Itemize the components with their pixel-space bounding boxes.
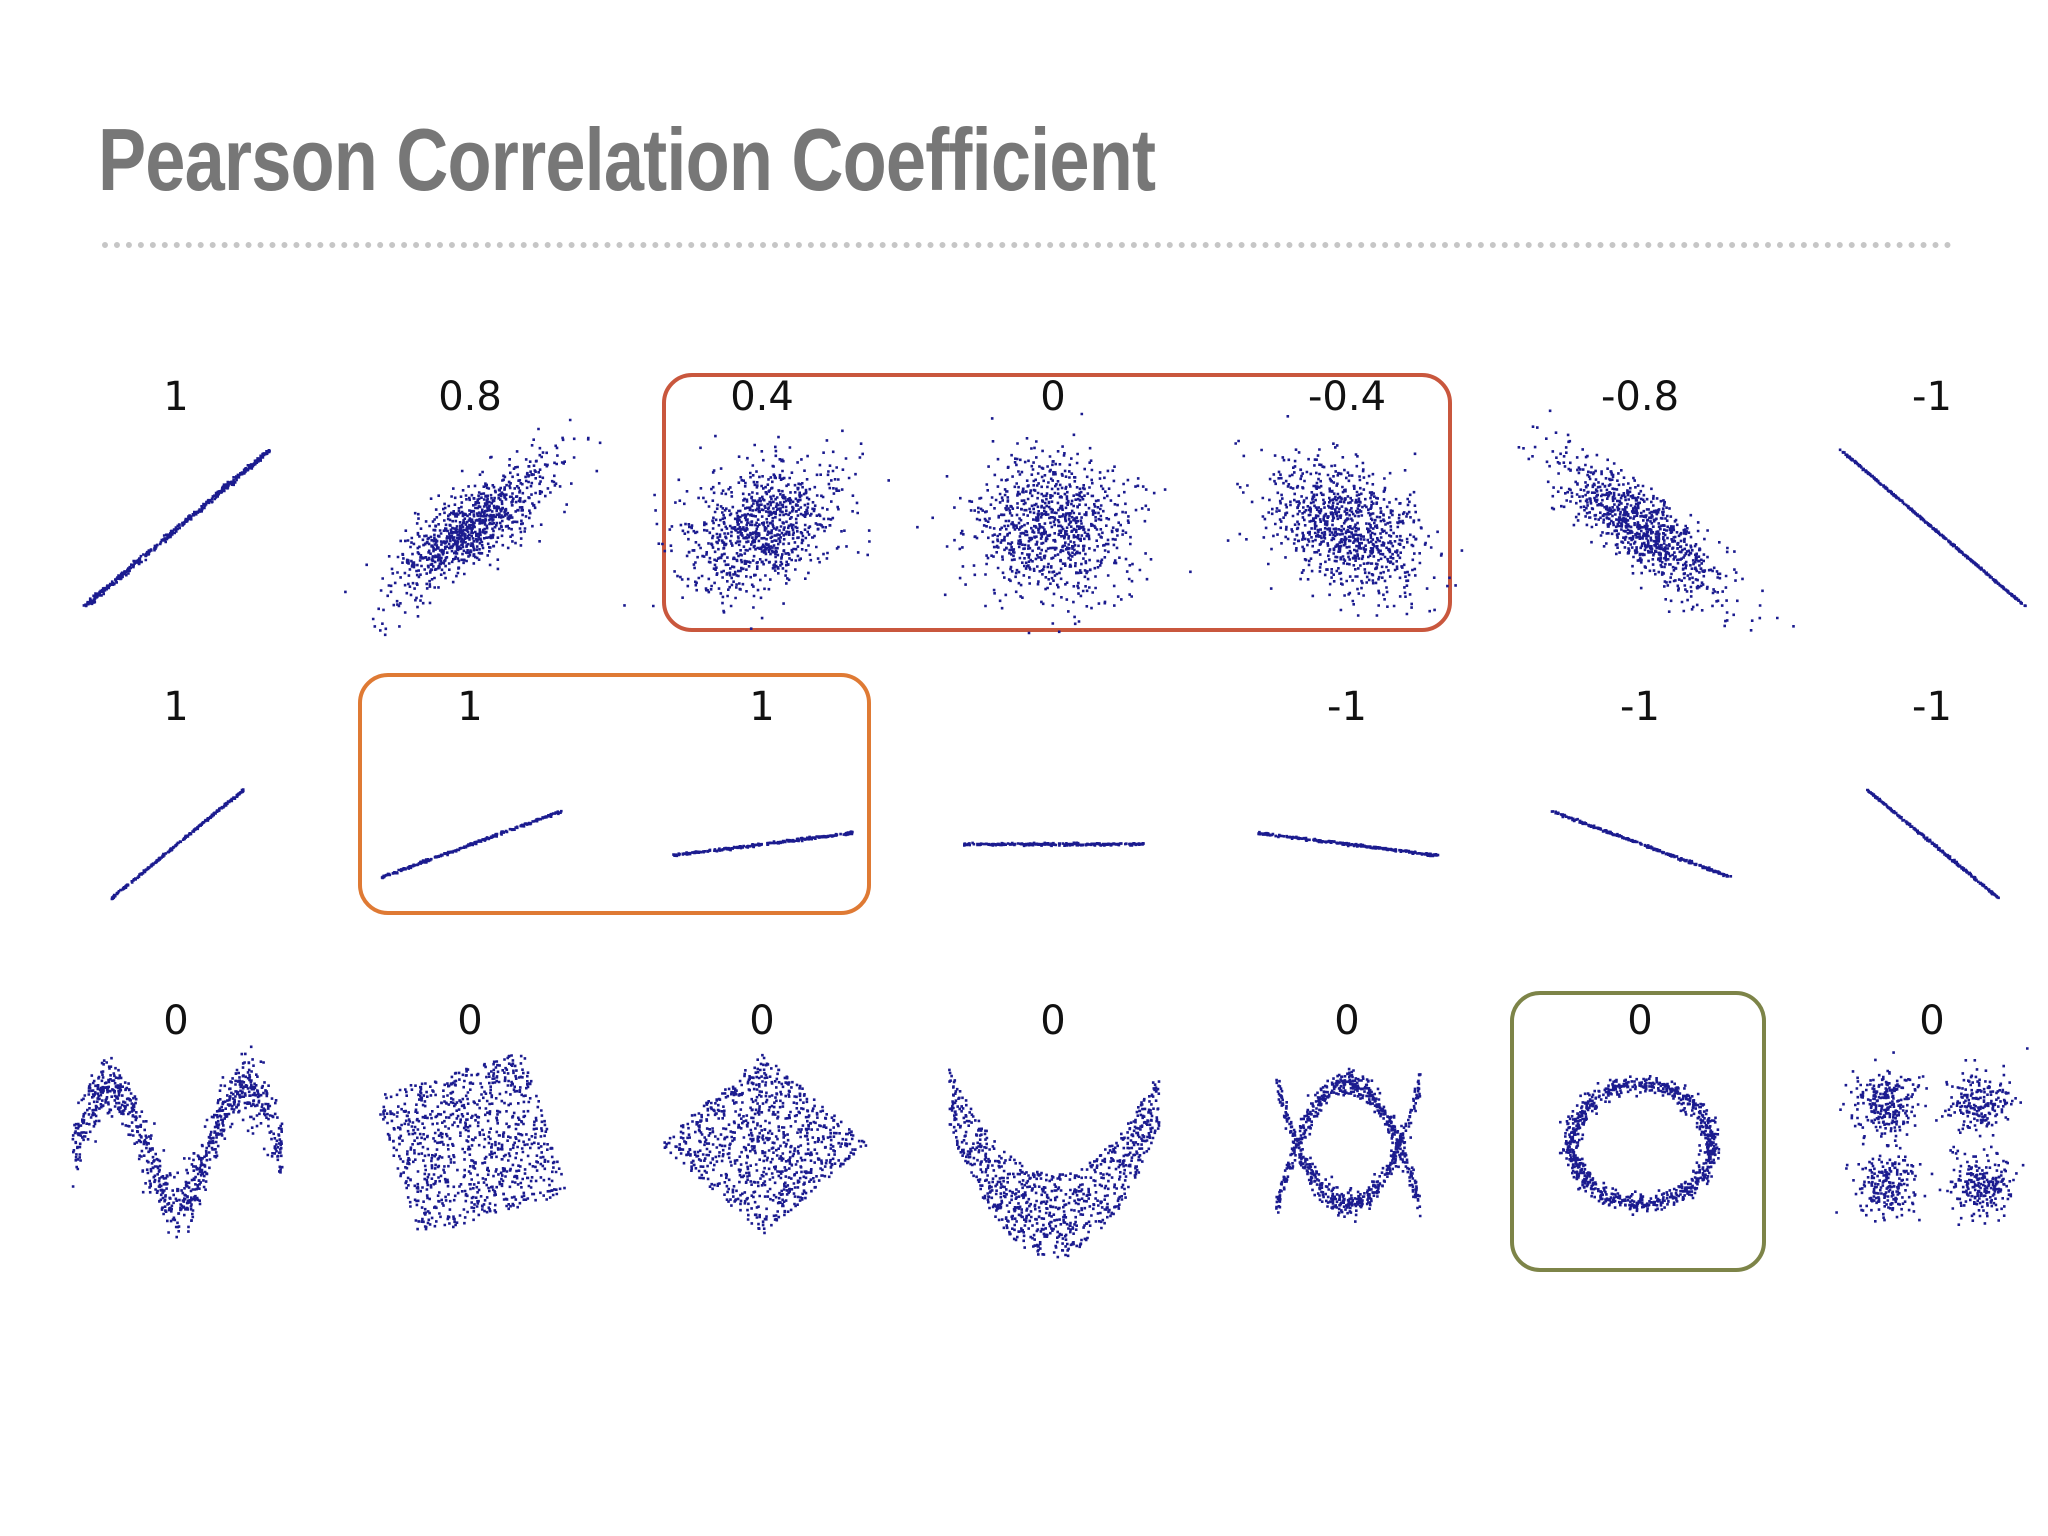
correlation-label-r1-c1: 1	[163, 374, 188, 420]
scatter-panel-r1-c1	[82, 449, 271, 608]
scatter-points-r2-c3	[672, 830, 854, 858]
scatter-points-r1-c6	[1517, 409, 1795, 632]
highlight-boxes	[358, 373, 1766, 1272]
correlation-label-r2-c7: -1	[1912, 684, 1952, 730]
scatter-panel-r2-c1	[110, 788, 245, 901]
scatter-points-r2-c2	[380, 809, 563, 880]
scatter-points-r1-c7	[1838, 448, 2027, 608]
scatter-panel-r1-c5	[1226, 415, 1464, 617]
correlation-label-r1-c6: -0.8	[1601, 374, 1679, 420]
scatter-points-r2-c5	[1257, 830, 1440, 858]
highlight-box-row2	[358, 673, 871, 915]
scatter-panel-r3-c3	[663, 1053, 868, 1235]
scatter-panel-r1-c6	[1517, 409, 1795, 632]
scatter-panel-r2-c7	[1866, 788, 2000, 900]
scatter-panel-r2-c6	[1550, 810, 1733, 878]
scatter-panel-r3-c5	[1275, 1067, 1422, 1223]
correlation-label-r3-c6: 0	[1627, 998, 1652, 1044]
correlation-labels: 1 0.8 0.4 0 -0.4 -0.8 -1 1 1 1 -1 -1 -1 0 0 0 0 0 0 0	[163, 374, 1952, 1044]
scatter-panel-r2-c5	[1257, 830, 1440, 858]
correlation-label-r2-c2: 1	[457, 684, 482, 730]
scatter-points-r3-c5	[1275, 1067, 1422, 1223]
correlation-label-r2-c3: 1	[749, 684, 774, 730]
correlation-label-r1-c2: 0.8	[438, 374, 502, 420]
scatter-panel-r1-c3	[623, 429, 890, 630]
scatter-panel-r3-c2	[379, 1054, 566, 1231]
correlation-label-r3-c5: 0	[1334, 998, 1359, 1044]
scatter-panel-r3-c6	[1558, 1075, 1721, 1216]
scatter-points-r1-c1	[82, 449, 271, 608]
correlation-label-r3-c2: 0	[457, 998, 482, 1044]
scatter-points-r1-c5	[1226, 415, 1464, 617]
scatter-points-r2-c7	[1866, 788, 2000, 900]
scatter-points-r1-c3	[623, 429, 890, 630]
scatter-points-r2-c1	[110, 788, 245, 901]
scatter-panel-r3-c4	[948, 1068, 1161, 1259]
scatter-panel-r1-c2	[344, 418, 602, 637]
title-divider	[102, 242, 1952, 248]
scatter-panel-r2-c3	[672, 830, 854, 858]
correlation-label-r1-c7: -1	[1912, 374, 1952, 420]
highlight-box-row3	[1510, 991, 1766, 1272]
scatter-points-r1-c4	[916, 412, 1192, 635]
scatter-panel-r2-c4	[963, 841, 1145, 848]
correlation-label-r3-c3: 0	[749, 998, 774, 1044]
scatter-points-r3-c3	[663, 1053, 868, 1235]
correlation-label-r1-c4: 0	[1040, 374, 1065, 420]
scatter-points-r2-c4	[963, 841, 1145, 848]
correlation-label-r2-c1: 1	[163, 684, 188, 730]
scatter-points-r3-c1	[71, 1045, 284, 1239]
scatter-panel-r2-c2	[380, 809, 563, 880]
scatter-points-r3-c7	[1835, 1047, 2029, 1226]
correlation-label-r3-c7: 0	[1919, 998, 1944, 1044]
scatter-points-r1-c2	[344, 418, 602, 637]
scatter-points-r3-c4	[948, 1068, 1161, 1259]
correlation-label-r3-c1: 0	[163, 998, 188, 1044]
slide-title: Pearson Correlation Coefficient	[98, 110, 1156, 209]
correlation-label-r2-c6: -1	[1620, 684, 1660, 730]
scatter-panel-r3-c7	[1835, 1047, 2029, 1226]
scatter-panel-r1-c7	[1838, 448, 2027, 608]
scatter-panel-r1-c4	[916, 412, 1192, 635]
scatter-points-r3-c2	[379, 1054, 566, 1231]
correlation-label-r2-c5: -1	[1327, 684, 1367, 730]
scatter-points-r3-c6	[1558, 1075, 1721, 1216]
correlation-label-r3-c4: 0	[1040, 998, 1065, 1044]
scatter-points	[71, 409, 2029, 1259]
scatter-panel-r3-c1	[71, 1045, 284, 1239]
scatter-points-r2-c6	[1550, 810, 1733, 878]
correlation-label-r1-c3: 0.4	[730, 374, 794, 420]
highlight-box-row1	[662, 373, 1452, 632]
correlation-label-r1-c5: -0.4	[1308, 374, 1386, 420]
